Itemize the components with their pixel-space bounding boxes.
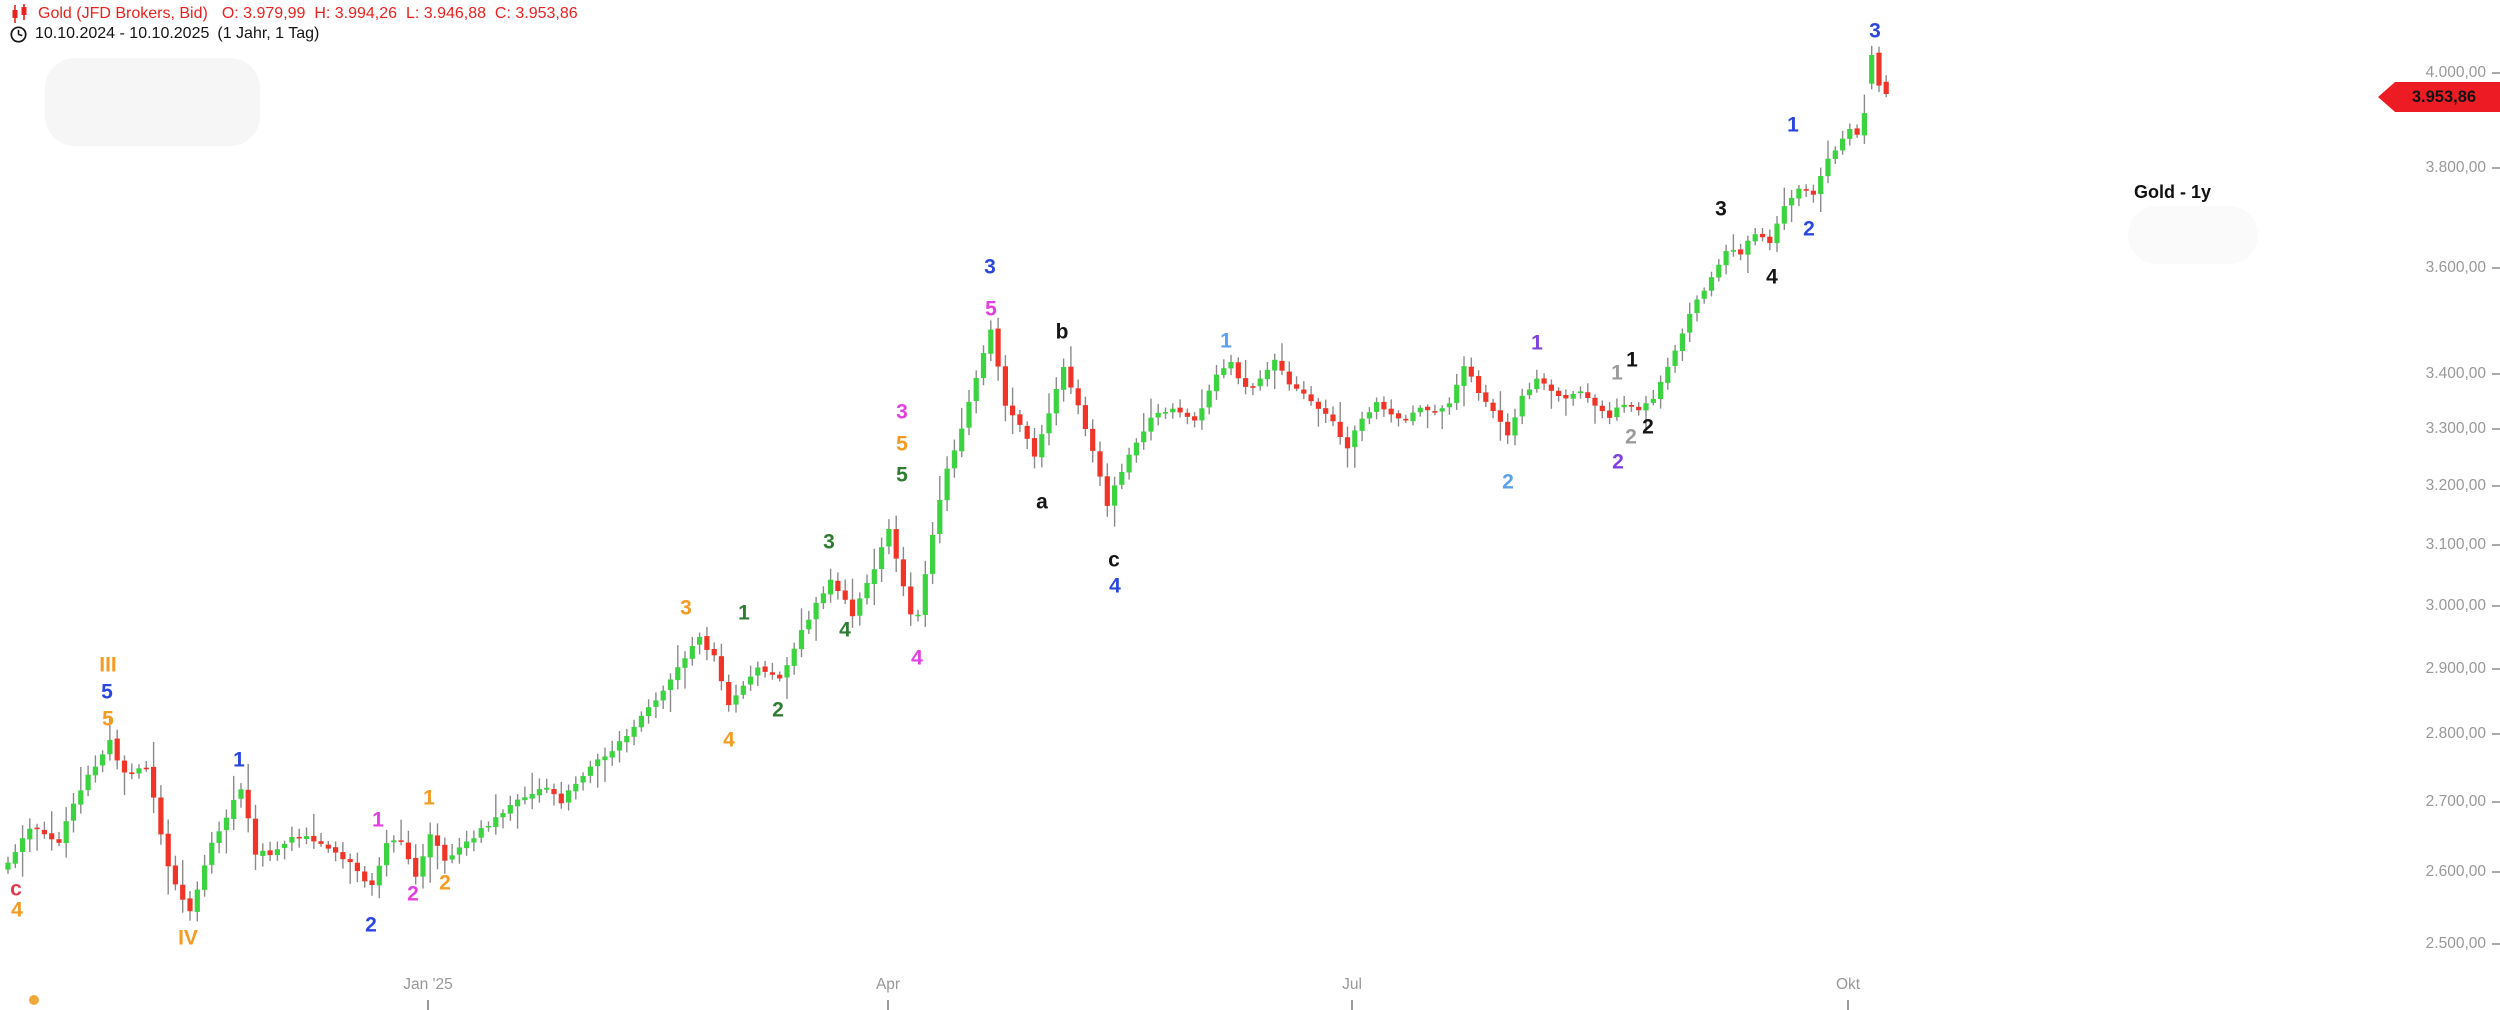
last-price-tag: 3.953,86 xyxy=(2378,82,2500,112)
wave-label: III xyxy=(99,653,117,677)
wave-label: 3 xyxy=(823,530,835,554)
price-axis-label: 3.000,00 xyxy=(2425,597,2486,615)
instrument-header: Gold (JFD Brokers, Bid) O: 3.979,99 H: 3… xyxy=(10,4,578,24)
wave-label: 4 xyxy=(1766,265,1778,289)
clock-icon xyxy=(10,25,27,43)
price-axis-tick xyxy=(2492,870,2500,873)
time-axis-label: Jan '25 xyxy=(403,976,453,993)
wave-label: 4 xyxy=(1109,574,1121,598)
wave-label: 1 xyxy=(738,601,750,625)
interval-label: (1 Jahr, 1 Tag) xyxy=(217,25,320,42)
wave-label: 5 xyxy=(101,680,113,704)
price-axis-tick xyxy=(2492,800,2500,803)
instrument-name: Gold (JFD Brokers, Bid) xyxy=(38,5,208,22)
price-axis-label: 3.300,00 xyxy=(2425,420,2486,438)
wave-label: 3 xyxy=(1715,197,1727,221)
price-axis-label: 2.500,00 xyxy=(2425,935,2486,953)
wave-label: 1 xyxy=(423,786,435,810)
price-axis-tick xyxy=(2492,544,2500,547)
time-axis-tick xyxy=(427,1000,429,1010)
wave-label: c xyxy=(1108,548,1120,572)
price-axis-tick xyxy=(2492,605,2500,608)
wave-label: 2 xyxy=(1502,470,1514,494)
wave-label: 1 xyxy=(233,748,245,772)
ohlc-values: O: 3.979,99 H: 3.994,26 L: 3.946,88 C: 3… xyxy=(221,5,578,22)
wave-label: 5 xyxy=(985,297,997,321)
wave-label: 4 xyxy=(839,618,851,642)
price-axis-label: 4.000,00 xyxy=(2425,63,2486,81)
wave-label: 2 xyxy=(1612,450,1624,474)
wave-label: IV xyxy=(178,926,198,950)
price-axis-tick xyxy=(2492,668,2500,671)
time-axis-label: Apr xyxy=(875,976,901,993)
wave-label: 4 xyxy=(723,728,735,752)
wave-label: 3 xyxy=(680,596,692,620)
bullet-dot xyxy=(29,995,39,1005)
wave-label: 2 xyxy=(1625,425,1637,449)
price-axis-label: 2.900,00 xyxy=(2425,660,2486,678)
price-axis-label: 2.800,00 xyxy=(2425,725,2486,743)
price-axis-label: 3.100,00 xyxy=(2425,536,2486,554)
period-header: 10.10.2024 - 10.10.2025 (1 Jahr, 1 Tag) xyxy=(10,25,319,43)
wave-label: 1 xyxy=(372,808,384,832)
wave-label: 5 xyxy=(896,463,908,487)
price-axis-tick xyxy=(2492,733,2500,736)
wave-label: 3 xyxy=(1869,19,1881,43)
wave-label: 3 xyxy=(984,255,996,279)
price-axis-tick xyxy=(2492,428,2500,431)
wave-label: 3 xyxy=(896,400,908,424)
wave-label: 1 xyxy=(1787,113,1799,137)
wave-label: 2 xyxy=(1803,217,1815,241)
date-range: 10.10.2024 - 10.10.2025 xyxy=(35,25,210,42)
price-axis-label: 2.600,00 xyxy=(2425,862,2486,880)
wave-label: 1 xyxy=(1611,361,1623,385)
price-axis-tick xyxy=(2492,71,2500,74)
price-axis-tick xyxy=(2492,943,2500,946)
wave-label: 2 xyxy=(439,871,451,895)
time-axis-tick xyxy=(887,1000,889,1010)
time-axis-tick xyxy=(1847,1000,1849,1010)
wave-label: 2 xyxy=(407,882,419,906)
wave-label: 2 xyxy=(365,913,377,937)
price-axis-tick xyxy=(2492,485,2500,488)
wave-label: a xyxy=(1036,490,1048,514)
time-axis-label: Jul xyxy=(1342,976,1362,993)
wave-label: b xyxy=(1055,320,1069,344)
price-axis-tick xyxy=(2492,266,2500,269)
chart-title: Gold - 1y xyxy=(2134,182,2212,202)
wave-label: c xyxy=(10,877,22,901)
wave-label: 4 xyxy=(11,898,23,922)
wave-label: 1 xyxy=(1531,331,1543,355)
price-axis-label: 3.600,00 xyxy=(2425,258,2486,276)
last-price-value: 3.953,86 xyxy=(2411,87,2477,106)
wave-label: 4 xyxy=(911,646,923,670)
candlestick-icon xyxy=(12,4,27,23)
time-axis-tick xyxy=(1351,1000,1353,1010)
wave-label: 2 xyxy=(772,698,784,722)
time-axis-label: Okt xyxy=(1835,976,1861,993)
price-axis-label: 3.800,00 xyxy=(2425,158,2486,176)
wave-label: 1 xyxy=(1220,329,1232,353)
price-axis-label: 3.400,00 xyxy=(2425,364,2486,382)
price-axis-label: 2.700,00 xyxy=(2425,792,2486,810)
wave-label: 5 xyxy=(102,707,114,731)
price-axis-tick xyxy=(2492,166,2500,169)
price-axis-tick xyxy=(2492,372,2500,375)
wave-label: 1 xyxy=(1626,348,1638,372)
wave-label: 2 xyxy=(1642,415,1654,439)
wave-label: 5 xyxy=(896,432,908,456)
price-axis-label: 3.200,00 xyxy=(2425,477,2486,495)
